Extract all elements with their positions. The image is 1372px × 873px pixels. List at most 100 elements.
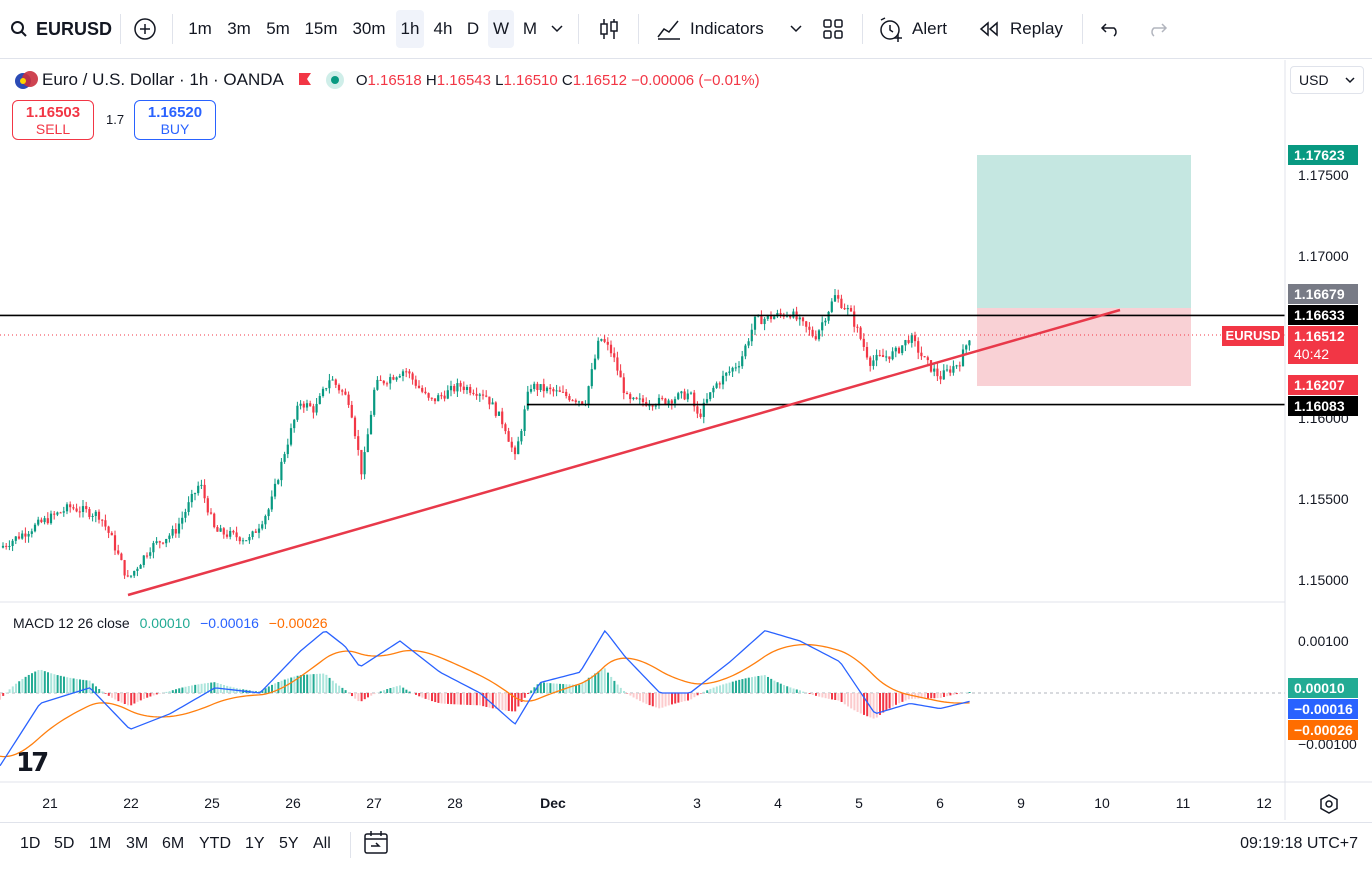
- interval-1m[interactable]: 1m: [183, 10, 217, 48]
- goto-date-button[interactable]: [363, 830, 389, 861]
- candle-body: [866, 347, 868, 358]
- candle-body: [594, 359, 596, 370]
- candle-body: [88, 509, 90, 517]
- macd-legend[interactable]: MACD 12 26 close 0.00010 −0.00016 −0.000…: [13, 615, 328, 631]
- macd-histogram-bar: [943, 693, 945, 697]
- macd-histogram-bar: [121, 693, 123, 703]
- candle-body: [216, 527, 218, 532]
- range-1y[interactable]: 1Y: [245, 835, 265, 853]
- candle-body: [76, 508, 78, 511]
- layouts-button[interactable]: [814, 10, 852, 48]
- macd-histogram-bar: [457, 693, 459, 704]
- candle-body: [888, 356, 890, 359]
- macd-histogram-bar: [716, 686, 718, 693]
- macd-histogram-bar: [172, 690, 174, 693]
- range-3m[interactable]: 3M: [126, 835, 148, 853]
- chart-title[interactable]: Euro / U.S. Dollar · 1h · OANDA: [42, 70, 284, 90]
- range-ytd[interactable]: YTD: [199, 835, 231, 853]
- redo-button[interactable]: [1140, 10, 1174, 48]
- macd-histogram-bar: [693, 693, 695, 697]
- chart-type-button[interactable]: [592, 10, 626, 48]
- replay-button[interactable]: Replay: [974, 10, 1074, 48]
- macd-histogram-bar: [66, 677, 68, 693]
- tradingview-logo[interactable]: 17: [16, 748, 46, 778]
- range-5d[interactable]: 5D: [54, 835, 74, 853]
- macd-histogram-bar: [748, 678, 750, 693]
- macd-histogram-bar: [540, 682, 542, 693]
- candle-body: [306, 403, 308, 407]
- macd-histogram-bar: [460, 693, 462, 705]
- symbol-name: EURUSD: [36, 19, 112, 40]
- candle-body: [434, 398, 436, 401]
- macd-histogram-bar: [281, 681, 283, 693]
- currency-select[interactable]: USD: [1290, 66, 1364, 94]
- macd-histogram-bar: [687, 693, 689, 701]
- candle-body: [565, 392, 567, 396]
- range-5y[interactable]: 5Y: [279, 835, 299, 853]
- candle-body: [834, 295, 836, 301]
- candle-body: [936, 369, 938, 377]
- lower-level-label: 1.16083: [1288, 396, 1358, 416]
- compare-button[interactable]: [130, 10, 160, 48]
- candle-body: [943, 370, 945, 379]
- range-1d[interactable]: 1D: [20, 835, 40, 853]
- indicators-button[interactable]: Indicators: [650, 10, 810, 48]
- undo-button[interactable]: [1094, 10, 1128, 48]
- interval-3m[interactable]: 3m: [222, 10, 256, 48]
- interval-1h[interactable]: 1h: [396, 10, 424, 48]
- macd-histogram-bar: [79, 679, 81, 693]
- macd-histogram-bar: [684, 693, 686, 701]
- candle-body: [693, 393, 695, 407]
- time-tick: 11: [1176, 795, 1191, 811]
- clock[interactable]: 09:19:18 UTC+7: [1240, 835, 1358, 853]
- interval-4h[interactable]: 4h: [428, 10, 458, 48]
- macd-histogram-bar: [114, 693, 116, 700]
- macd-histogram-bar: [828, 693, 830, 699]
- macd-histogram-bar: [937, 693, 939, 698]
- macd-histogram-bar: [76, 679, 78, 693]
- candle-body: [629, 394, 631, 399]
- macd-histogram-bar: [837, 693, 839, 701]
- candle-body: [610, 345, 612, 354]
- macd-histogram-bar: [229, 687, 231, 693]
- flag-icon[interactable]: [296, 71, 314, 89]
- interval-30m[interactable]: 30m: [347, 10, 391, 48]
- interval-d[interactable]: D: [462, 10, 484, 48]
- candle-body: [117, 550, 119, 553]
- candle-body: [172, 529, 174, 536]
- sell-button[interactable]: 1.16503 SELL: [12, 100, 94, 140]
- candle-body: [591, 369, 593, 386]
- candle-body: [261, 524, 263, 528]
- candle-body: [572, 400, 574, 401]
- interval-5m[interactable]: 5m: [261, 10, 295, 48]
- macd-histogram-bar: [777, 682, 779, 693]
- macd-histogram-bar: [453, 693, 455, 704]
- range-all[interactable]: All: [313, 835, 331, 853]
- macd-histogram-bar: [124, 693, 126, 704]
- interval-dropdown[interactable]: [546, 10, 568, 48]
- symbol-search[interactable]: EURUSD: [10, 10, 112, 48]
- macd-histogram-bar: [332, 681, 334, 693]
- macd-histogram-bar: [31, 673, 33, 693]
- candle-body: [82, 506, 84, 512]
- macd-histogram-bar: [645, 693, 647, 704]
- candle-body: [92, 516, 94, 517]
- macd-histogram-bar: [780, 684, 782, 693]
- macd-histogram-bar: [95, 686, 97, 693]
- macd-histogram-bar: [949, 693, 951, 695]
- range-6m[interactable]: 6M: [162, 835, 184, 853]
- chart-settings-icon[interactable]: [1318, 793, 1340, 820]
- range-1m[interactable]: 1M: [89, 835, 111, 853]
- macd-histogram-bar: [258, 692, 260, 693]
- macd-histogram-bar: [543, 683, 545, 693]
- candle-body: [72, 507, 74, 508]
- interval-15m[interactable]: 15m: [300, 10, 342, 48]
- interval-w[interactable]: W: [488, 10, 514, 48]
- candle-body: [949, 369, 951, 372]
- buy-button[interactable]: 1.16520 BUY: [134, 100, 216, 140]
- candle-body: [639, 398, 641, 399]
- interval-m[interactable]: M: [518, 10, 542, 48]
- macd-histogram-bar: [914, 693, 916, 699]
- macd-histogram-bar: [233, 687, 235, 693]
- alert-button[interactable]: Alert: [874, 10, 960, 48]
